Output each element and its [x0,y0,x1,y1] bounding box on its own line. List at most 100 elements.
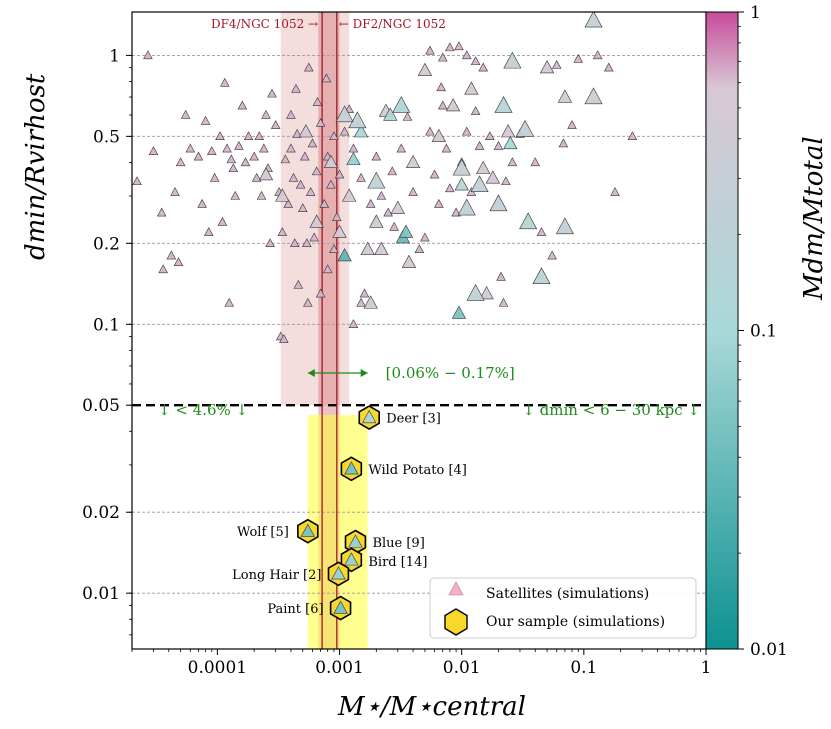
satellite-marker [321,73,332,83]
satellite-marker [348,111,367,129]
satellite-marker [392,96,411,113]
satellite-marker [286,109,296,119]
satellite-marker [425,126,435,136]
satellite-marker [470,175,489,192]
satellite-marker [369,214,384,228]
colorbar [705,11,739,650]
satellite-marker [530,157,541,167]
satellite-marker [457,198,476,216]
satellite-marker [539,60,555,74]
satellite-marker [429,169,440,179]
satellite-marker [261,109,271,119]
satellite-marker [309,214,324,228]
satellite-marker [237,100,248,110]
satellite-marker [335,105,354,123]
satellite-marker [173,257,184,266]
ticks-layer: 0.0001 0.001 0.01 0.1 1 0.01 0.02 0.05 0.1 0.2 0.5… [82,46,711,678]
legend-box [429,577,697,639]
satellite-marker [258,167,274,181]
satellite-marker [464,81,479,95]
y-tick-label: 0.2 [93,234,120,254]
left-annotation: ↓ < 4.6% ↓ [158,401,248,419]
sample-label: Bird [14] [368,555,427,570]
satellite-marker [461,50,472,60]
satellite-marker [319,198,330,208]
satellite-marker [610,187,620,196]
satellite-marker [307,138,318,148]
satellite-marker [315,288,326,298]
satellite-marker [356,297,366,307]
satellite-marker [390,200,405,214]
grid-layer [132,12,706,649]
satellite-marker [489,194,508,212]
satellite-marker [408,187,418,196]
sample-triangle [300,523,315,537]
satellite-marker [291,83,301,93]
satellite-marker [445,183,455,193]
satellite-marker [322,264,333,274]
satellite-marker [329,244,339,254]
satellite-marker [346,151,361,166]
satellite-marker [251,172,262,182]
satellite-marker [200,115,211,125]
satellite-marker [143,50,153,60]
satellite-marker [478,62,488,72]
satellite-marker [197,198,207,208]
satellite-marker [536,227,547,236]
satellite-marker [334,169,345,179]
satellite-marker [209,172,220,182]
legend: Satellites (simulations) Our sample (sim… [429,577,697,639]
satellite-marker [283,198,293,208]
satellite-marker [414,244,425,254]
satellite-marker [249,151,259,161]
satellite-marker [305,187,316,196]
x-tick-label: 0.1 [570,658,597,678]
satellite-marker [485,170,501,184]
satellite-marker [470,56,481,66]
satellite-marker [230,190,241,200]
satellite-marker [166,250,177,260]
satellite-marker [398,224,414,238]
colorbar-tick-label: 0.1 [750,322,777,342]
satellite-marker [234,140,244,150]
satellite-marker [298,124,314,138]
satellite-marker [383,107,398,121]
sample-label: Long Hair [2] [232,568,321,583]
satellite-marker [551,59,562,69]
our-sample-layer [297,405,380,621]
satellite-marker [303,62,314,72]
satellite-marker [376,190,387,200]
satellite-marker [445,42,455,52]
x-tick-label: 1 [701,658,712,678]
satellite-marker [494,96,513,113]
satellite-marker [323,154,339,168]
legend-label-sample: Our sample (simulations) [486,614,665,630]
satellite-marker [503,135,518,150]
satellite-marker [348,143,359,153]
satellite-marker [436,82,447,92]
satellite-marker [451,207,461,217]
satellite-marker [256,190,267,200]
satellite-marker [170,187,180,196]
satellite-marker [374,241,389,255]
y-tick-label: 0.1 [93,315,120,335]
satellite-marker [222,143,232,153]
satellite-marker [500,124,516,138]
sample-triangle [344,552,359,566]
plot-frame [131,11,707,650]
satellite-marker [420,232,430,242]
satellite-marker [387,166,398,176]
satellite-marker [417,62,433,76]
satellite-marker [454,41,464,51]
satellite-marker [367,171,386,189]
satellite-marker [277,227,288,236]
satellite-marker [360,241,375,255]
sample-triangle [348,534,363,548]
satellite-marker [342,188,357,202]
legend-label-satellites: Satellites (simulations) [486,586,649,602]
satellite-marker [295,179,306,189]
y-tick-label: 0.02 [82,503,120,523]
satellite-marker [243,131,254,141]
sample-triangle [333,600,348,614]
satellite-marker [356,172,366,182]
